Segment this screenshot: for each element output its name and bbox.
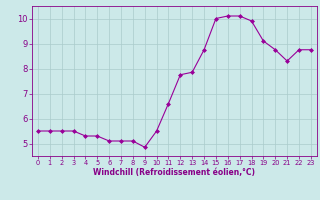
X-axis label: Windchill (Refroidissement éolien,°C): Windchill (Refroidissement éolien,°C)	[93, 168, 255, 177]
